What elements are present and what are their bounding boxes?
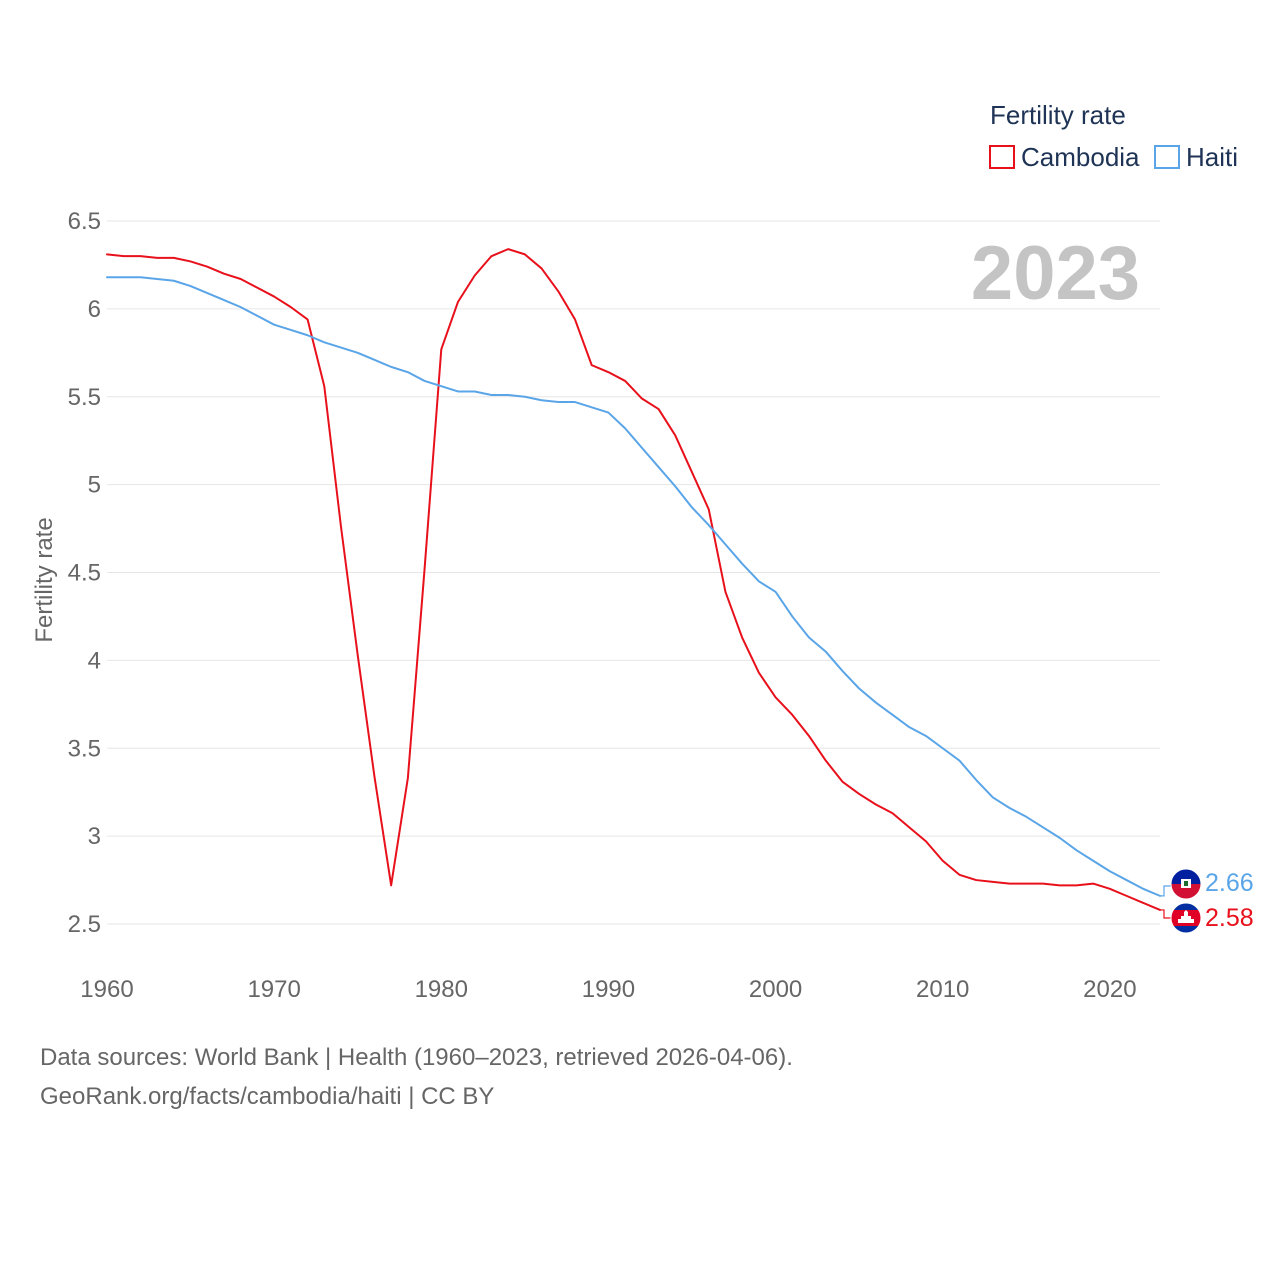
end-value-cambodia: 2.58	[1205, 904, 1254, 932]
end-value-haiti: 2.66	[1205, 869, 1254, 897]
x-tick-label: 2000	[749, 976, 802, 1003]
cambodia-flag-icon	[1170, 902, 1202, 934]
footer-sources: Data sources: World Bank | Health (1960–…	[40, 1044, 793, 1071]
y-tick-label: 5.5	[68, 384, 101, 411]
x-tick-label: 1990	[582, 976, 635, 1003]
x-tick-label: 2010	[916, 976, 969, 1003]
x-tick-label: 2020	[1083, 976, 1136, 1003]
footer-credit[interactable]: GeoRank.org/facts/cambodia/haiti | CC BY	[40, 1083, 495, 1110]
end-connector-cambodia	[1160, 909, 1172, 919]
series-line-cambodia	[106, 248, 1161, 911]
series-line-haiti	[106, 276, 1161, 897]
y-tick-label: 6	[88, 296, 101, 323]
legend-title: Fertility rate	[990, 100, 1126, 130]
legend-swatch-haiti	[1154, 145, 1180, 169]
y-axis-label: Fertility rate	[31, 517, 58, 642]
x-tick-label: 1960	[80, 976, 133, 1003]
y-tick-label: 4	[88, 647, 101, 674]
haiti-flag-icon	[1170, 868, 1202, 900]
x-tick-label: 1980	[415, 976, 468, 1003]
x-axis-ticks: 1960 1970 1980 1990 2000 2010 2020	[80, 976, 1136, 1003]
legend-item-cambodia[interactable]: Cambodia	[989, 142, 1140, 172]
legend: Fertility rate Cambodia Haiti	[989, 100, 1238, 172]
y-tick-label: 3.5	[68, 735, 101, 762]
legend-item-haiti[interactable]: Haiti	[1154, 142, 1238, 172]
legend-label-cambodia: Cambodia	[1021, 142, 1140, 172]
legend-swatch-cambodia	[989, 145, 1015, 169]
y-tick-label: 4.5	[68, 560, 101, 587]
y-tick-label: 2.5	[68, 911, 101, 938]
y-tick-label: 5	[88, 472, 101, 499]
legend-label-haiti: Haiti	[1186, 142, 1238, 172]
end-labels: 2.66 2.58	[1160, 868, 1254, 934]
series-lines	[106, 248, 1161, 911]
y-tick-label: 6.5	[68, 208, 101, 235]
y-axis-ticks: 6.5 6 5.5 5 4.5 4 3.5 3 2.5	[68, 208, 101, 938]
y-tick-label: 3	[88, 823, 101, 850]
end-connector-haiti	[1160, 885, 1172, 897]
x-tick-label: 1970	[247, 976, 300, 1003]
year-label: 2023	[971, 231, 1140, 316]
gridlines	[107, 220, 1160, 925]
